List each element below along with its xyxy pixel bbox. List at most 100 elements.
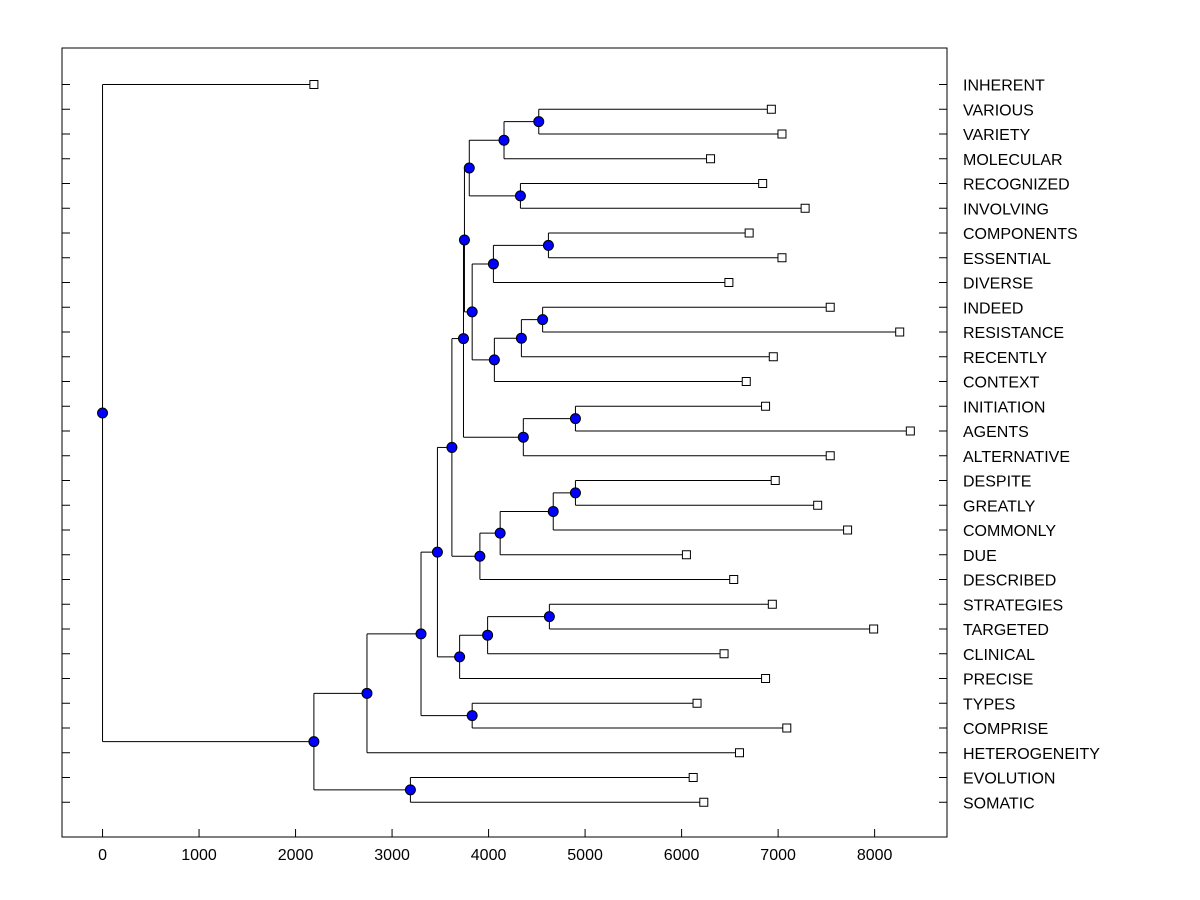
node-marker <box>517 431 529 443</box>
leaf-label-variety: VARIETY <box>963 127 1031 144</box>
leaf-marker-diverse <box>724 278 734 287</box>
leaf-marker-evolution <box>688 773 698 782</box>
leaf-label-targeted: TARGETED <box>963 622 1049 639</box>
leaf-marker-molecular <box>706 154 716 164</box>
leaf-marker-targeted <box>869 624 879 634</box>
leaf-label-various: VARIOUS <box>963 102 1034 119</box>
leaf-label-diverse: DIVERSE <box>963 276 1033 293</box>
leaf-marker-involving <box>800 203 810 213</box>
leaf-label-due: DUE <box>963 548 997 565</box>
node-marker <box>431 546 443 558</box>
leaf-marker-inherent <box>309 80 319 89</box>
leaf-label-recognized: RECOGNIZED <box>963 177 1070 194</box>
leaf-marker-context <box>741 377 751 386</box>
x-tick-label: 4000 <box>471 847 507 864</box>
x-tick-label: 8000 <box>857 847 893 864</box>
leaf-markers <box>309 80 915 807</box>
leaf-label-recently: RECENTLY <box>963 350 1047 367</box>
leaf-label-commonly: COMMONLY <box>963 523 1056 540</box>
leaf-marker-indeed <box>825 302 835 312</box>
leaf-marker-comprise <box>782 723 792 733</box>
leaf-label-inherent: INHERENT <box>963 78 1045 95</box>
leaf-label-somatic: SOMATIC <box>963 795 1035 812</box>
leaf-label-alternative: ALTERNATIVE <box>963 449 1070 466</box>
x-tick-label: 5000 <box>567 847 603 864</box>
node-marker <box>415 628 427 640</box>
node-marker <box>494 527 506 539</box>
node-marker <box>569 487 581 499</box>
leaf-label-indeed: INDEED <box>963 300 1023 317</box>
x-tick-label: 7000 <box>760 847 796 864</box>
node-marker <box>514 190 526 202</box>
leaf-marker-alternative <box>825 451 835 461</box>
x-tick-label: 0 <box>98 847 107 864</box>
node-marker <box>543 611 555 623</box>
x-tick-label: 6000 <box>664 847 700 864</box>
node-marker <box>404 784 416 796</box>
leaf-marker-despite <box>770 476 780 485</box>
x-tick-label: 2000 <box>278 847 314 864</box>
leaf-marker-heterogeneity <box>735 748 745 758</box>
node-marker <box>446 441 458 453</box>
leaf-label-context: CONTEXT <box>963 375 1040 392</box>
node-marker <box>498 134 510 146</box>
leaf-marker-strategies <box>767 599 777 609</box>
node-marker <box>533 116 545 128</box>
node-marker <box>466 710 478 722</box>
leaf-label-greatly: GREATLY <box>963 498 1036 515</box>
plot-frame <box>61 47 948 838</box>
node-markers <box>97 116 581 796</box>
leaf-label-essential: ESSENTIAL <box>963 251 1051 268</box>
leaf-marker-recognized <box>758 179 768 188</box>
x-tick-label: 3000 <box>374 847 410 864</box>
leaf-label-described: DESCRIBED <box>963 573 1056 590</box>
node-marker <box>454 651 466 663</box>
leaf-label-components: COMPONENTS <box>963 226 1078 243</box>
leaf-marker-components <box>744 228 754 238</box>
leaf-label-strategies: STRATEGIES <box>963 597 1063 614</box>
node-marker <box>466 306 478 318</box>
leaf-marker-essential <box>777 253 787 263</box>
right-tick-marks <box>939 84 947 803</box>
node-marker <box>569 413 581 425</box>
leaf-label-initiation: INITIATION <box>963 399 1045 416</box>
leaf-label-evolution: EVOLUTION <box>963 771 1055 788</box>
node-marker <box>542 239 554 251</box>
node-marker <box>488 354 500 366</box>
x-axis-ticks: 0 1000 2000 3000 4000 5000 6000 7000 8000 <box>98 829 893 864</box>
leaf-marker-greatly <box>813 500 823 510</box>
leaf-label-comprise: COMPRISE <box>963 721 1048 738</box>
node-marker <box>515 332 527 344</box>
leaf-label-involving: INVOLVING <box>963 201 1049 218</box>
leaf-label-despite: DESPITE <box>963 474 1031 491</box>
node-marker <box>463 162 475 174</box>
leaf-marker-clinical <box>719 649 729 659</box>
node-marker <box>457 333 469 345</box>
node-marker <box>458 234 470 246</box>
node-marker <box>97 407 109 419</box>
node-marker <box>474 550 486 562</box>
leaf-label-agents: AGENTS <box>963 424 1029 441</box>
leaf-label-clinical: CLINICAL <box>963 647 1035 664</box>
leaf-marker-somatic <box>699 797 709 807</box>
node-marker <box>361 687 373 699</box>
leaf-marker-agents <box>905 426 915 436</box>
left-tick-marks <box>62 84 70 803</box>
leaf-label-heterogeneity: HETEROGENEITY <box>963 746 1100 763</box>
leaf-labels: INHERENT VARIOUS VARIETY MOLECULAR RECOGNIZE… <box>963 78 1100 813</box>
x-tick-label: 1000 <box>181 847 217 864</box>
leaf-marker-commonly <box>843 525 853 535</box>
node-marker <box>487 258 499 270</box>
node-marker <box>308 736 320 748</box>
leaf-marker-types <box>692 698 702 708</box>
leaf-marker-described <box>729 575 739 584</box>
node-marker <box>547 505 559 517</box>
leaf-marker-recently <box>768 352 778 362</box>
leaf-marker-due <box>681 550 691 560</box>
leaf-marker-various <box>766 104 776 114</box>
leaf-marker-resistance <box>895 327 905 337</box>
leaf-label-resistance: RESISTANCE <box>963 325 1064 342</box>
node-marker <box>537 314 549 326</box>
leaf-label-molecular: MOLECULAR <box>963 152 1063 169</box>
